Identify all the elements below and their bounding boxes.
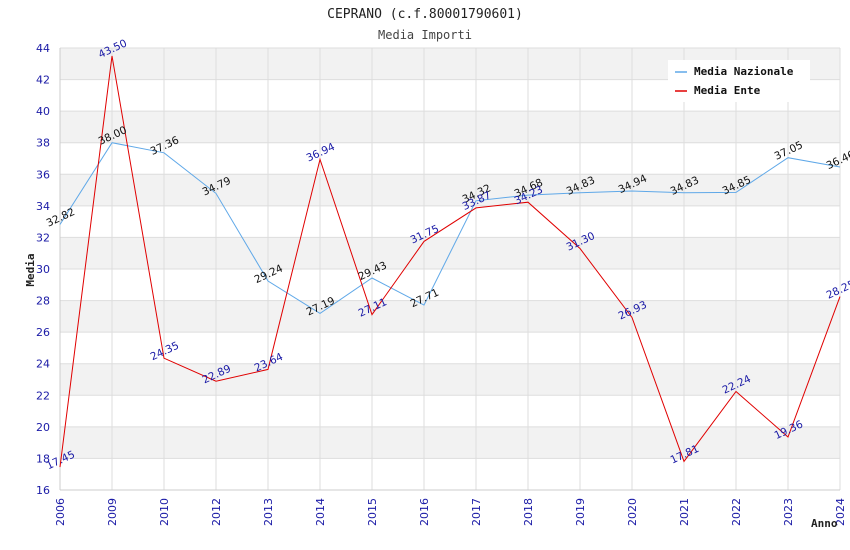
series-lines <box>59 55 841 468</box>
legend: Media Nazionale Media Ente <box>668 60 810 102</box>
y-tick-label: 16 <box>36 484 50 497</box>
x-tick-label: 2024 <box>834 498 847 526</box>
grid-band <box>60 300 840 333</box>
chart-subtitle: Media Importi <box>378 28 472 42</box>
x-tick-label: 2019 <box>574 498 587 526</box>
chart-title: CEPRANO (c.f.80001790601) <box>327 7 523 22</box>
data-label-ente: 24.35 <box>149 340 181 364</box>
x-tick-label: 2009 <box>106 498 119 526</box>
x-tick-label: 2021 <box>678 498 691 526</box>
data-label-nazionale: 36.46 <box>825 148 850 172</box>
y-tick-label: 36 <box>36 168 50 181</box>
y-tick-label: 32 <box>36 231 50 244</box>
y-tick-label: 38 <box>36 137 50 150</box>
x-tick-label: 2010 <box>158 498 171 526</box>
grid-bands <box>60 48 840 459</box>
grid-band <box>60 111 840 143</box>
legend-label-nazionale: Media Nazionale <box>694 65 794 78</box>
y-tick-label: 20 <box>36 421 50 434</box>
x-axis-label: Anno <box>811 517 838 530</box>
grid-band <box>60 363 840 396</box>
x-tick-label: 2013 <box>262 498 275 526</box>
y-tick-label: 44 <box>36 42 50 55</box>
y-tick-label: 22 <box>36 389 50 402</box>
x-tick-label: 2023 <box>782 498 795 526</box>
legend-label-ente: Media Ente <box>694 84 761 97</box>
y-tick-labels: 16 18 20 22 24 26 28 30 32 34 36 38 40 42 44 <box>36 42 50 497</box>
grid-band <box>60 426 840 459</box>
y-axis-label: Media <box>24 253 37 286</box>
y-tick-label: 28 <box>36 295 50 308</box>
x-tick-label: 2006 <box>54 498 67 526</box>
y-tick-label: 42 <box>36 74 50 87</box>
y-tick-label: 40 <box>36 105 50 118</box>
series-line-nazionale <box>59 142 841 314</box>
x-tick-label: 2020 <box>626 498 639 526</box>
x-tick-label: 2022 <box>730 498 743 526</box>
x-tick-label: 2012 <box>210 498 223 526</box>
series-line-ente <box>59 55 841 468</box>
x-tick-label: 2016 <box>418 498 431 526</box>
data-label-ente: 28.25 <box>825 278 850 302</box>
grid-band <box>60 174 840 206</box>
y-tick-label: 26 <box>36 326 50 339</box>
y-tick-label: 24 <box>36 358 50 371</box>
x-tick-label: 2014 <box>314 498 327 526</box>
y-tick-label: 34 <box>36 200 50 213</box>
legend-box <box>668 60 810 102</box>
axes <box>59 48 840 491</box>
x-tick-label: 2018 <box>522 498 535 526</box>
y-tick-label: 18 <box>36 452 50 465</box>
x-tick-label: 2015 <box>366 498 379 526</box>
x-tick-labels: 2006 2009 2010 2012 2013 2014 2015 2016 2017 2018… <box>54 498 847 526</box>
x-tick-label: 2017 <box>470 498 483 526</box>
y-tick-label: 30 <box>36 263 50 276</box>
